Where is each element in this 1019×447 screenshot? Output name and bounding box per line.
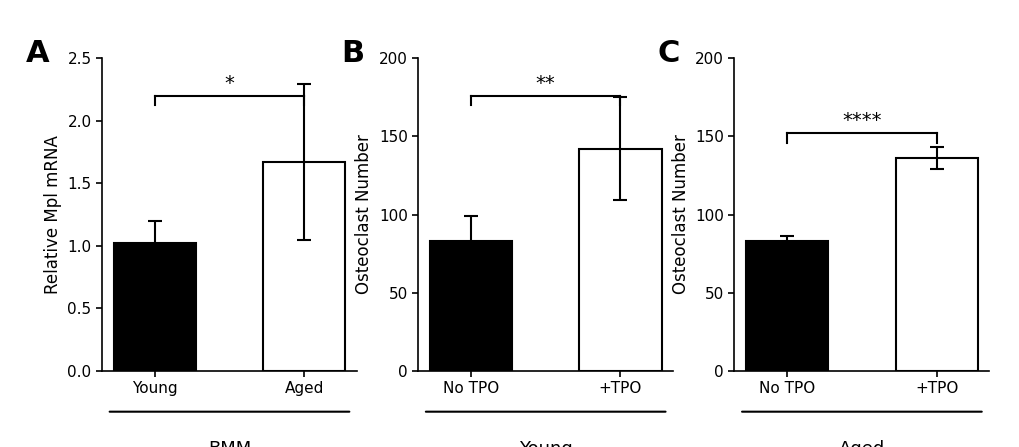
Bar: [579, 149, 661, 371]
Text: C: C: [657, 39, 680, 68]
Y-axis label: Osteoclast Number: Osteoclast Number: [355, 135, 373, 295]
Bar: [745, 241, 827, 371]
Text: Young: Young: [519, 440, 572, 447]
Bar: [263, 162, 345, 371]
Text: Aged: Aged: [838, 440, 884, 447]
Text: A: A: [25, 39, 49, 68]
Bar: [429, 241, 512, 371]
Text: *: *: [224, 74, 234, 93]
Text: ****: ****: [842, 111, 880, 130]
Text: B: B: [341, 39, 365, 68]
Y-axis label: Relative Mpl mRNA: Relative Mpl mRNA: [44, 135, 62, 294]
Text: **: **: [535, 73, 555, 93]
Y-axis label: Osteoclast Number: Osteoclast Number: [671, 135, 689, 295]
Text: BMM: BMM: [208, 440, 251, 447]
Bar: [113, 243, 196, 371]
Bar: [895, 158, 977, 371]
